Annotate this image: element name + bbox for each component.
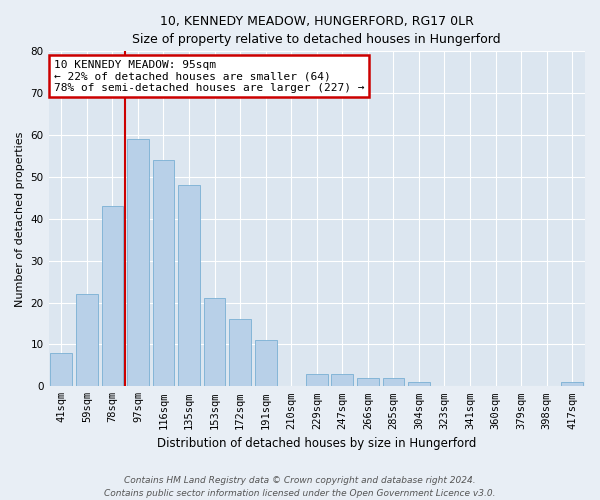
Title: 10, KENNEDY MEADOW, HUNGERFORD, RG17 0LR
Size of property relative to detached h: 10, KENNEDY MEADOW, HUNGERFORD, RG17 0LR… [133, 15, 501, 46]
Text: Contains HM Land Registry data © Crown copyright and database right 2024.
Contai: Contains HM Land Registry data © Crown c… [104, 476, 496, 498]
Text: 10 KENNEDY MEADOW: 95sqm
← 22% of detached houses are smaller (64)
78% of semi-d: 10 KENNEDY MEADOW: 95sqm ← 22% of detach… [54, 60, 364, 93]
Bar [331, 374, 353, 386]
Bar [101, 206, 123, 386]
Bar [357, 378, 379, 386]
Bar [127, 140, 149, 386]
Bar [408, 382, 430, 386]
Bar [204, 298, 226, 386]
Bar [306, 374, 328, 386]
Bar [152, 160, 175, 386]
Y-axis label: Number of detached properties: Number of detached properties [15, 131, 25, 306]
Bar [50, 353, 72, 386]
Bar [562, 382, 583, 386]
Bar [383, 378, 404, 386]
X-axis label: Distribution of detached houses by size in Hungerford: Distribution of detached houses by size … [157, 437, 476, 450]
Bar [255, 340, 277, 386]
Bar [229, 320, 251, 386]
Bar [76, 294, 98, 386]
Bar [178, 186, 200, 386]
